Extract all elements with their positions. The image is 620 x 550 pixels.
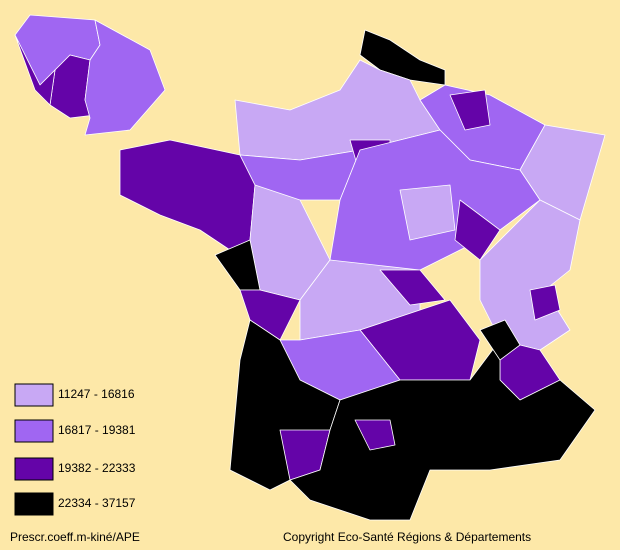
footer-left: Prescr.coeff.m-kiné/APE [10,530,140,544]
department [449,89,491,131]
legend-swatch [14,383,54,407]
legend-swatch [14,492,54,516]
department [529,284,561,321]
department [14,34,56,106]
map-regions [14,14,606,521]
department [379,269,446,306]
legend-label: 22334 - 37157 [58,496,136,510]
legend-swatch [14,419,54,443]
legend-swatch [14,457,54,481]
footer-right: Copyright Eco-Santé Régions & Départemen… [283,530,531,544]
department [399,184,456,241]
department [239,289,301,341]
legend: 11247 - 16816 16817 - 19381 19382 - 22333 2… [14,383,136,516]
department [119,139,256,251]
department [479,319,521,361]
legend-label: 11247 - 16816 [58,387,135,401]
department [354,419,396,451]
department [84,19,166,136]
legend-label: 16817 - 19381 [58,423,136,437]
legend-label: 19382 - 22333 [58,461,136,475]
